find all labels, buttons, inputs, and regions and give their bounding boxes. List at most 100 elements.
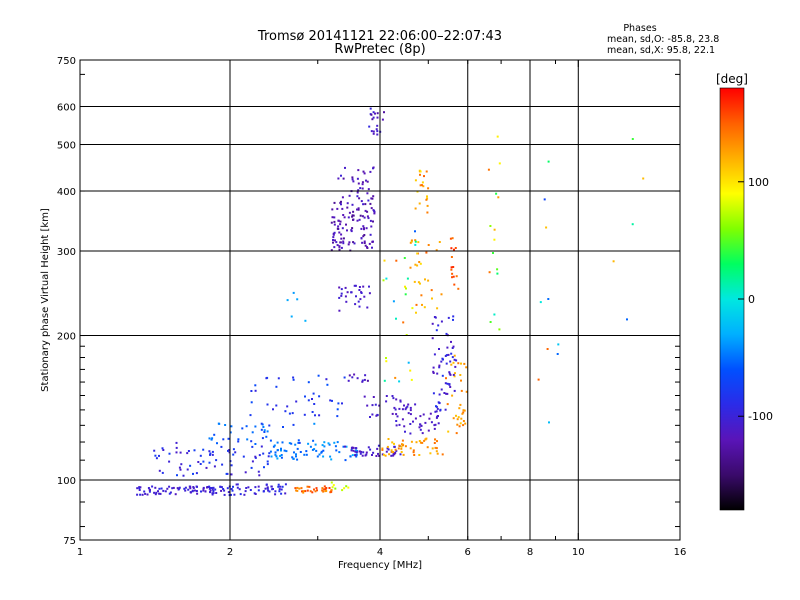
echo-point bbox=[409, 409, 412, 412]
echo-point bbox=[433, 424, 436, 427]
echo-point bbox=[401, 439, 404, 442]
echo-point bbox=[373, 212, 376, 215]
echo-point bbox=[372, 116, 375, 119]
echo-point bbox=[462, 424, 465, 427]
echo-point bbox=[177, 488, 180, 491]
echo-point bbox=[446, 403, 449, 406]
echo-point bbox=[450, 268, 453, 271]
echo-point bbox=[492, 252, 494, 254]
echo-point bbox=[274, 453, 277, 456]
echo-point bbox=[186, 468, 189, 471]
echo-point bbox=[304, 395, 306, 398]
echo-point bbox=[229, 431, 232, 434]
echo-point bbox=[189, 491, 192, 494]
y-tick-label: 200 bbox=[57, 332, 76, 343]
echo-point bbox=[223, 493, 226, 496]
echo-point bbox=[453, 248, 455, 251]
echo-point bbox=[168, 485, 171, 488]
echo-point bbox=[327, 442, 330, 445]
echo-point bbox=[245, 425, 248, 428]
echo-point bbox=[336, 244, 339, 247]
echo-point bbox=[556, 353, 559, 355]
echo-point bbox=[398, 444, 401, 447]
echo-point bbox=[339, 201, 342, 204]
echo-point bbox=[337, 225, 340, 228]
echo-point bbox=[438, 393, 441, 396]
echo-point bbox=[193, 489, 196, 492]
echo-point bbox=[425, 170, 428, 173]
echo-point bbox=[189, 485, 192, 488]
echo-point bbox=[280, 488, 283, 491]
echo-point bbox=[138, 487, 141, 490]
echo-point bbox=[421, 181, 424, 184]
echo-point bbox=[224, 424, 227, 426]
echo-point bbox=[440, 360, 443, 363]
echo-point bbox=[412, 449, 415, 452]
echo-point bbox=[348, 241, 351, 244]
echo-point bbox=[303, 453, 306, 456]
echo-point bbox=[454, 365, 457, 368]
echo-point bbox=[404, 430, 406, 433]
echo-point bbox=[371, 413, 374, 416]
echo-point bbox=[230, 488, 233, 490]
echo-point bbox=[372, 396, 375, 398]
echo-point bbox=[355, 449, 357, 452]
echo-point bbox=[168, 460, 171, 463]
echo-point bbox=[158, 487, 161, 490]
echo-point bbox=[280, 449, 282, 452]
echo-point bbox=[362, 225, 365, 228]
echo-point bbox=[204, 490, 207, 493]
echo-point bbox=[431, 322, 434, 325]
echo-point bbox=[288, 412, 291, 415]
echo-point bbox=[431, 447, 434, 450]
echo-point bbox=[330, 490, 333, 493]
echo-point bbox=[136, 493, 139, 496]
echo-point bbox=[385, 395, 388, 397]
echo-point bbox=[208, 437, 211, 440]
echo-point bbox=[451, 272, 454, 275]
echo-point bbox=[383, 379, 386, 382]
echo-point bbox=[339, 220, 342, 223]
x-tick-label: 8 bbox=[527, 547, 533, 558]
echo-point bbox=[332, 241, 334, 244]
echo-point bbox=[340, 294, 343, 297]
echo-point bbox=[351, 203, 354, 206]
echo-point bbox=[398, 423, 401, 426]
echo-point bbox=[354, 284, 357, 287]
scatter-points bbox=[136, 107, 645, 497]
echo-point bbox=[435, 329, 438, 332]
echo-point bbox=[200, 490, 202, 493]
echo-point bbox=[209, 489, 212, 492]
echo-point bbox=[236, 483, 239, 486]
echo-point bbox=[368, 285, 370, 288]
y-tick-label: 500 bbox=[57, 141, 76, 152]
echo-point bbox=[498, 162, 501, 165]
echo-point bbox=[393, 442, 395, 445]
echo-point bbox=[493, 313, 496, 316]
echo-point bbox=[343, 376, 346, 379]
echo-point bbox=[227, 449, 229, 452]
echo-point bbox=[355, 454, 358, 457]
echo-point bbox=[148, 490, 151, 493]
echo-point bbox=[237, 438, 240, 441]
echo-point bbox=[192, 487, 195, 489]
echo-point bbox=[284, 410, 287, 413]
echo-point bbox=[419, 423, 422, 426]
echo-point bbox=[363, 295, 366, 298]
echo-point bbox=[436, 307, 439, 310]
echo-point bbox=[273, 444, 276, 447]
echo-point bbox=[250, 390, 253, 392]
echo-point bbox=[314, 490, 317, 493]
echo-point bbox=[337, 177, 340, 180]
echo-point bbox=[332, 484, 335, 487]
echo-point bbox=[433, 442, 436, 444]
echo-point bbox=[376, 124, 379, 127]
echo-point bbox=[427, 244, 430, 246]
echo-point bbox=[322, 449, 325, 452]
echo-point bbox=[291, 456, 294, 459]
echo-point bbox=[446, 382, 449, 385]
echo-point bbox=[452, 266, 455, 268]
echo-point bbox=[202, 460, 205, 463]
echo-point bbox=[406, 277, 409, 280]
echo-point bbox=[169, 491, 172, 494]
